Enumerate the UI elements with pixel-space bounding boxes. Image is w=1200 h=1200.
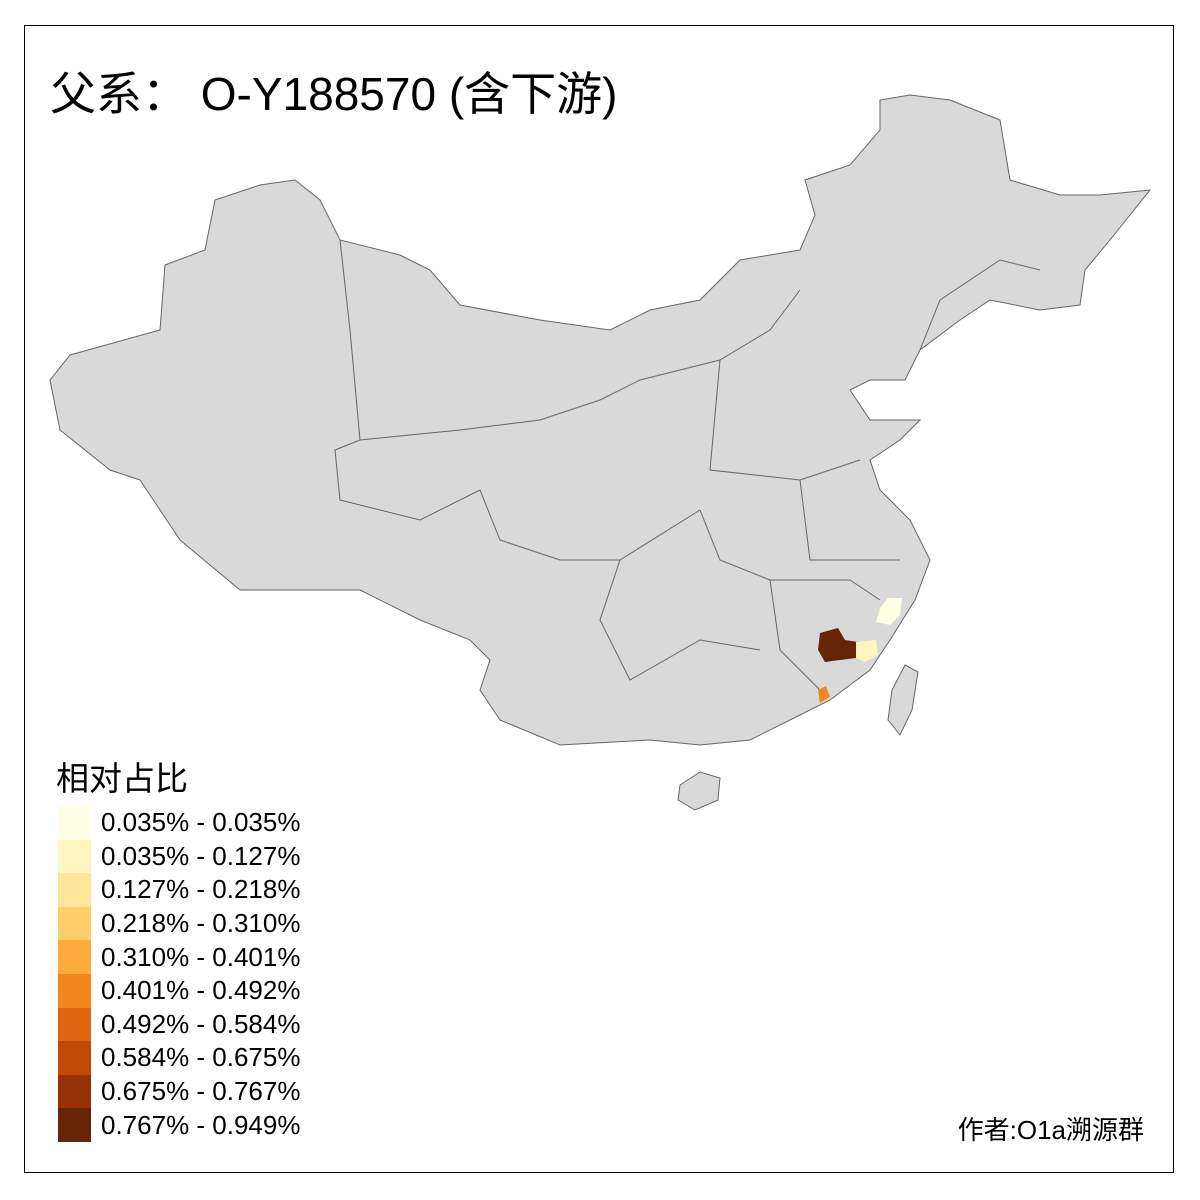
legend-swatch [58,806,91,840]
region-mid [818,686,830,703]
taiwan-region [887,664,919,736]
region-low-1 [856,640,878,662]
legend-label: 0.584% - 0.675% [101,1042,301,1073]
region-highest [818,628,858,662]
legend-item: 0.492% - 0.584% [58,1007,301,1042]
legend-swatch [58,1074,91,1109]
author-credit: 作者:O1a溯源群 [957,1115,1144,1145]
legend-label: 0.218% - 0.310% [101,908,301,939]
legend-item: 0.218% - 0.310% [58,906,301,941]
legend-label: 0.035% - 0.127% [101,840,301,871]
legend-item: 0.127% - 0.218% [58,873,300,907]
legend-item: 0.310% - 0.401% [58,940,300,974]
highlighted-regions [818,598,902,703]
legend-label: 0.310% - 0.401% [101,941,301,972]
legend-swatch [58,940,91,974]
legend-item: 0.584% - 0.675% [58,1041,300,1075]
legend-swatch [58,839,91,874]
legend-label: 0.767% - 0.949% [101,1109,301,1140]
legend-label: 0.035% - 0.035% [101,807,301,838]
legend-item: 0.035% - 0.035% [58,806,300,840]
hainan-region [677,771,721,811]
legend-item: 0.767% - 0.949% [58,1108,300,1142]
legend: 0.035% - 0.035% 0.035% - 0.127% 0.127% - 0… [58,806,300,1142]
legend-title: 相对占比 [56,760,188,797]
map-title: 父系： O-Y188570 (含下游) [50,68,618,120]
legend-swatch [58,1041,91,1075]
province-borders [334,239,1041,691]
mainland-region [49,94,1152,746]
legend-item: 0.035% - 0.127% [58,839,301,874]
legend-swatch [58,973,91,1008]
legend-label: 0.401% - 0.492% [101,975,301,1006]
legend-swatch [58,1108,91,1142]
legend-label: 0.127% - 0.218% [101,874,301,905]
legend-swatch [58,906,91,941]
legend-item: 0.675% - 0.767% [58,1074,301,1109]
legend-item: 0.401% - 0.492% [58,973,301,1008]
map-frame [24,25,1174,1173]
legend-label: 0.675% - 0.767% [101,1076,301,1107]
legend-swatch [58,873,91,907]
region-low-2 [876,598,902,625]
legend-label: 0.492% - 0.584% [101,1008,301,1039]
legend-swatch [58,1007,91,1042]
